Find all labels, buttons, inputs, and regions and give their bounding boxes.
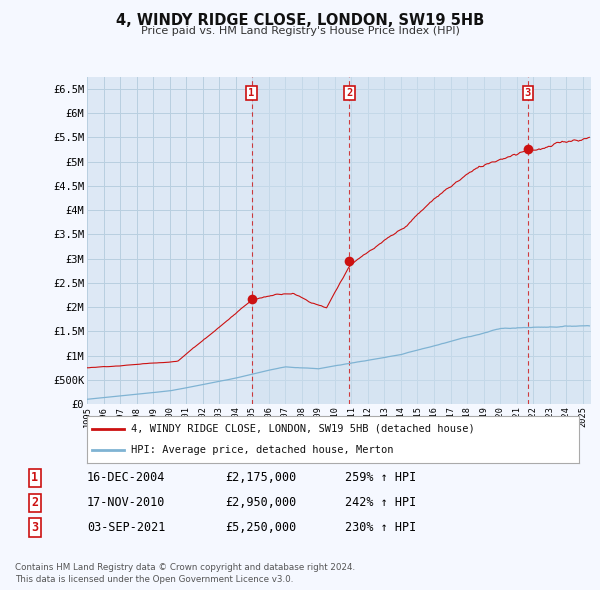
Bar bbox=[349, 77, 528, 404]
Text: 16-DEC-2004: 16-DEC-2004 bbox=[87, 471, 166, 484]
Text: £5,250,000: £5,250,000 bbox=[225, 521, 296, 534]
Text: HPI: Average price, detached house, Merton: HPI: Average price, detached house, Mert… bbox=[131, 445, 394, 455]
Text: £2,175,000: £2,175,000 bbox=[225, 471, 296, 484]
Text: 4, WINDY RIDGE CLOSE, LONDON, SW19 5HB (detached house): 4, WINDY RIDGE CLOSE, LONDON, SW19 5HB (… bbox=[131, 424, 475, 434]
Text: 2: 2 bbox=[346, 88, 353, 98]
Text: 17-NOV-2010: 17-NOV-2010 bbox=[87, 496, 166, 509]
Text: 242% ↑ HPI: 242% ↑ HPI bbox=[345, 496, 416, 509]
Text: Price paid vs. HM Land Registry's House Price Index (HPI): Price paid vs. HM Land Registry's House … bbox=[140, 26, 460, 36]
Bar bbox=[251, 77, 349, 404]
Text: 4, WINDY RIDGE CLOSE, LONDON, SW19 5HB: 4, WINDY RIDGE CLOSE, LONDON, SW19 5HB bbox=[116, 13, 484, 28]
Text: 1: 1 bbox=[248, 88, 255, 98]
Text: £2,950,000: £2,950,000 bbox=[225, 496, 296, 509]
Text: 2: 2 bbox=[31, 496, 38, 509]
Text: 3: 3 bbox=[31, 521, 38, 534]
Text: 03-SEP-2021: 03-SEP-2021 bbox=[87, 521, 166, 534]
Bar bbox=[528, 77, 591, 404]
Text: 1: 1 bbox=[31, 471, 38, 484]
Text: 230% ↑ HPI: 230% ↑ HPI bbox=[345, 521, 416, 534]
Text: Contains HM Land Registry data © Crown copyright and database right 2024.
This d: Contains HM Land Registry data © Crown c… bbox=[15, 563, 355, 584]
Text: 259% ↑ HPI: 259% ↑ HPI bbox=[345, 471, 416, 484]
Text: 3: 3 bbox=[524, 88, 531, 98]
